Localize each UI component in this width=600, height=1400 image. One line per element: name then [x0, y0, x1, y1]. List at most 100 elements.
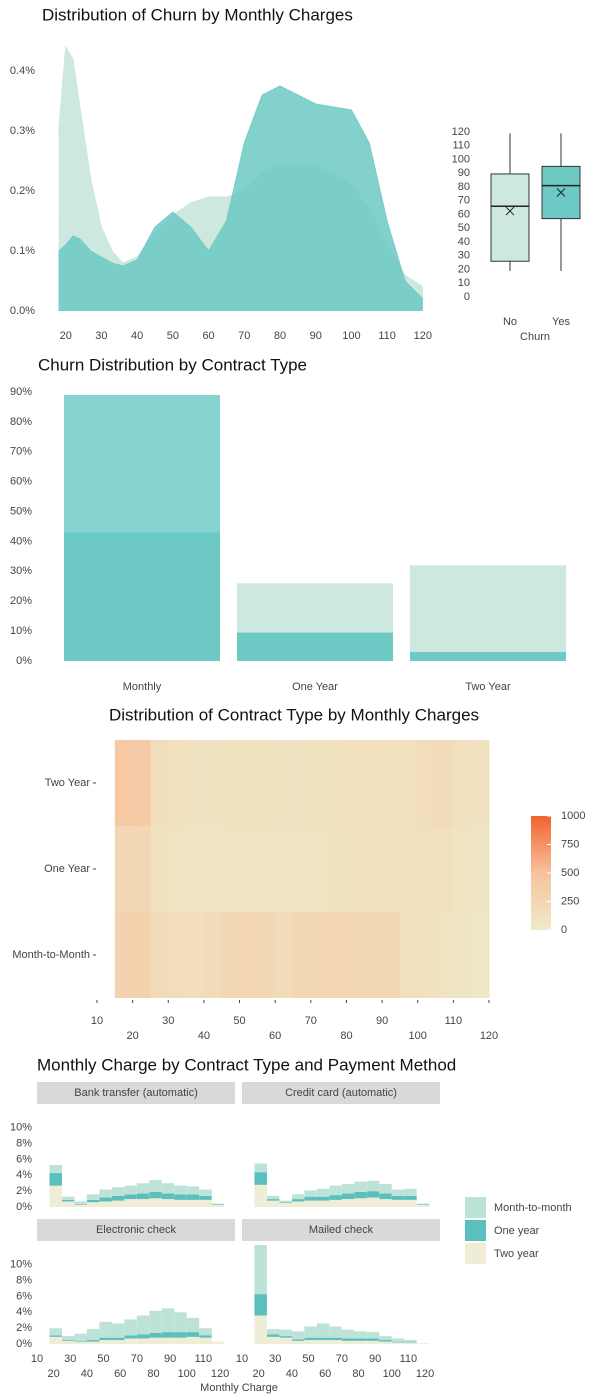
y-tick-label: One Year: [44, 863, 90, 875]
heatmap-cell: [453, 912, 472, 998]
histogram-bar: [279, 1202, 292, 1204]
histogram-bar: [291, 1331, 305, 1340]
histogram-bar: [174, 1332, 187, 1338]
histogram-bar: [74, 1340, 87, 1342]
histogram-bar: [329, 1326, 342, 1338]
y-tick-label: Month-to-Month: [12, 949, 90, 961]
histogram-bar: [136, 1338, 150, 1344]
histogram-bar: [99, 1189, 112, 1198]
histogram-bar: [379, 1199, 392, 1207]
y-tick-label: 40%: [10, 535, 32, 547]
colorbar-label: 0: [561, 924, 567, 936]
heatmap-cell: [346, 826, 365, 912]
x-tick-label: 30: [162, 1015, 174, 1027]
x-tick-label: 80: [352, 1368, 364, 1380]
heatmap-cell: [328, 826, 347, 912]
heatmap-cell: [257, 826, 276, 912]
legend-key: [465, 1197, 486, 1218]
histogram-bar: [74, 1203, 87, 1205]
heatmap-cell: [346, 912, 365, 998]
histogram-bar: [366, 1197, 380, 1207]
colorbar-label: 750: [561, 838, 579, 850]
histogram-bar: [74, 1333, 87, 1341]
y-tick-label: 2%: [16, 1322, 32, 1334]
histogram-bar: [316, 1200, 330, 1207]
x-tick-label: One Year: [292, 681, 338, 693]
histogram-bar: [149, 1191, 162, 1199]
x-tick-label: 70: [336, 1353, 348, 1365]
y-tick-label: 0.3%: [10, 125, 35, 137]
heatmap-cell: [239, 826, 258, 912]
x-tick-label: 110: [445, 1015, 463, 1027]
heatmap-cell: [114, 912, 134, 998]
y-tick-label: 0%: [16, 1338, 32, 1350]
y-tick-label: 30%: [10, 565, 32, 577]
heatmap-cell: [435, 912, 454, 998]
heatmap-cell: [471, 826, 490, 912]
histogram-bar: [254, 1184, 267, 1207]
histogram-bar: [291, 1194, 305, 1200]
x-tick-label: 20: [253, 1368, 265, 1380]
heatmap-cell: [435, 826, 454, 912]
histogram-bar: [186, 1199, 200, 1207]
heatmap-cell: [239, 740, 258, 826]
facet-title: Electronic check: [96, 1224, 177, 1236]
x-tick-label: 90: [369, 1353, 381, 1365]
y-tick-label: 10%: [10, 625, 32, 637]
y-tick-label: 20%: [10, 595, 32, 607]
histogram-bar: [99, 1321, 112, 1338]
histogram-bar: [254, 1172, 267, 1185]
heatmap-cell: [114, 826, 134, 912]
histogram-bar: [61, 1340, 75, 1344]
histogram-bar: [391, 1189, 405, 1196]
y-tick-label: 100: [452, 153, 470, 165]
x-tick-label: 60: [319, 1368, 331, 1380]
heatmap-cell: [186, 740, 205, 826]
y-tick-label: 4%: [16, 1306, 32, 1318]
chart-title: Churn Distribution by Contract Type: [38, 355, 307, 374]
y-tick-label: 6%: [16, 1290, 32, 1302]
heatmap-cell: [168, 826, 187, 912]
heatmap-cell: [453, 826, 472, 912]
histogram-bar: [99, 1197, 112, 1202]
heatmap-cell: [471, 740, 490, 826]
histogram-bar: [199, 1189, 212, 1196]
histogram-bar: [266, 1336, 280, 1344]
histogram-bar: [266, 1334, 280, 1337]
histogram-bar: [124, 1338, 137, 1344]
histogram-bar: [279, 1203, 292, 1207]
histogram-bar: [291, 1201, 305, 1207]
heatmap-cell: [310, 826, 330, 912]
y-tick-label: 30: [458, 250, 470, 262]
colorbar-label: 500: [561, 867, 579, 879]
histogram-bar: [329, 1199, 342, 1207]
x-tick-label: 120: [414, 330, 432, 342]
histogram-bar: [341, 1338, 355, 1341]
x-tick-label: 70: [131, 1353, 143, 1365]
histogram-bar: [86, 1199, 100, 1203]
histogram-bar: [124, 1199, 137, 1207]
box: [490, 173, 530, 262]
heatmap-cell: [310, 740, 330, 826]
chart-title: Distribution of Contract Type by Monthly…: [109, 705, 479, 724]
histogram-bar: [254, 1163, 267, 1173]
x-tick-label: 50: [167, 330, 179, 342]
heatmap-cell: [132, 740, 151, 826]
histogram-bar: [99, 1337, 112, 1341]
x-tick-label: 60: [202, 330, 214, 342]
histogram-bar: [416, 1343, 430, 1344]
histogram-bar: [111, 1337, 125, 1341]
x-tick-label: 40: [198, 1030, 210, 1042]
histogram-bar: [199, 1199, 212, 1207]
histogram-bar: [304, 1337, 317, 1341]
x-tick-label: 80: [274, 330, 286, 342]
heatmap-cell: [114, 740, 134, 826]
heatmap-cell: [203, 912, 223, 998]
histogram-bar: [254, 1294, 267, 1316]
density-line: [58, 85, 424, 300]
x-tick-label: 120: [211, 1368, 229, 1380]
facet-title: Bank transfer (automatic): [74, 1087, 198, 1099]
heatmap-cell: [364, 912, 383, 998]
histogram-bar: [161, 1193, 175, 1200]
heatmap-cell: [310, 912, 330, 998]
